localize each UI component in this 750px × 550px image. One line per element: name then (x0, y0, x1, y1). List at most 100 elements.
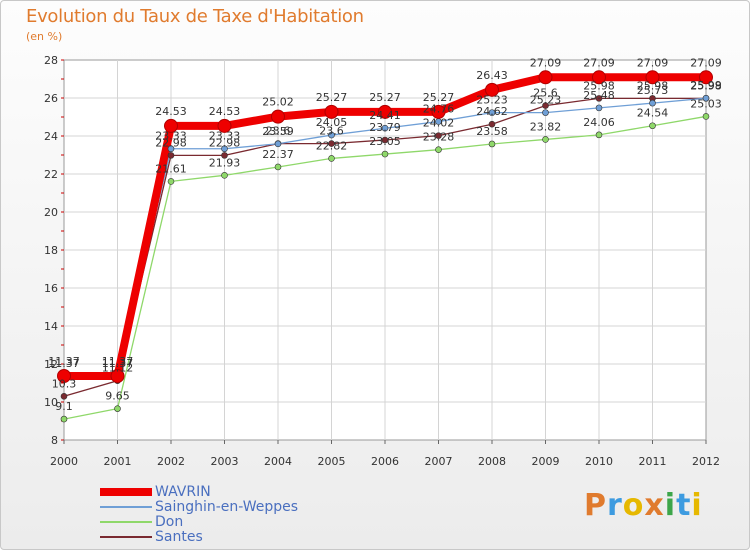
data-label: 27.09 (637, 56, 669, 69)
data-label: 25.98 (690, 79, 722, 92)
legend-label: Santes (155, 529, 203, 545)
x-tick-label: 2007 (425, 455, 453, 468)
data-label: 24.06 (583, 116, 615, 129)
x-tick-label: 2011 (639, 455, 667, 468)
data-label: 24.53 (155, 105, 187, 118)
data-point (324, 104, 339, 119)
x-tick-label: 2006 (371, 455, 399, 468)
data-label: 11.37 (48, 357, 80, 370)
data-point (542, 102, 549, 109)
data-label: 10.3 (52, 377, 77, 390)
data-point (381, 150, 389, 158)
y-axis-unit: (en %) (26, 30, 63, 43)
legend-label: WAVRIN (155, 484, 211, 500)
y-tick-label: 8 (51, 434, 58, 447)
data-label: 23.58 (476, 125, 508, 138)
data-label: 25.98 (583, 79, 615, 92)
data-label: 24.54 (637, 107, 669, 120)
data-point (381, 124, 389, 132)
data-point (645, 70, 660, 85)
x-tick-label: 2001 (104, 455, 132, 468)
x-tick-label: 2003 (211, 455, 239, 468)
legend-label: Sainghin-en-Weppes (155, 499, 299, 515)
data-label: 24.02 (423, 117, 455, 130)
data-point (485, 82, 499, 97)
data-point (435, 132, 442, 139)
data-point (435, 146, 442, 153)
data-label: 22.98 (209, 136, 241, 149)
x-tick-label: 2008 (478, 455, 506, 468)
data-label: 23.05 (369, 135, 401, 148)
data-point (328, 155, 335, 162)
data-point (538, 70, 553, 85)
data-label: 11.12 (102, 362, 134, 375)
legend-swatch (100, 521, 152, 523)
data-label: 27.09 (583, 56, 615, 69)
data-point (328, 131, 335, 139)
data-point (488, 120, 496, 128)
data-label: 25.27 (369, 91, 401, 104)
data-label: 25.73 (637, 84, 669, 97)
data-label: 24.53 (209, 105, 241, 118)
x-tick-label: 2002 (157, 455, 185, 468)
data-point (217, 118, 232, 133)
data-point (595, 131, 603, 139)
data-point (595, 95, 603, 102)
data-label: 25.02 (262, 96, 294, 109)
y-tick-label: 22 (44, 168, 58, 181)
data-label: 25.03 (690, 97, 722, 110)
legend-swatch (100, 536, 152, 538)
y-tick-label: 16 (44, 282, 58, 295)
data-label: 22.37 (262, 148, 294, 161)
data-point (221, 172, 228, 179)
data-label: 25.27 (316, 91, 348, 104)
data-label: 23.6 (319, 125, 344, 138)
data-point (274, 140, 282, 148)
data-label: 22.98 (155, 136, 187, 149)
data-label: 27.09 (530, 56, 562, 69)
data-point (381, 136, 389, 144)
y-tick-label: 20 (44, 206, 58, 219)
data-label: 23.33 (209, 130, 241, 143)
data-point (167, 145, 175, 153)
data-point (702, 113, 710, 120)
data-label: 11.37 (102, 355, 134, 368)
chart-title: Evolution du Taux de Taxe d'Habitation (26, 6, 364, 27)
data-point (274, 163, 282, 171)
x-tick-label: 2009 (532, 455, 560, 468)
y-tick-label: 18 (44, 244, 58, 257)
data-label: 23.28 (423, 131, 455, 144)
data-point (164, 118, 178, 133)
data-point (114, 405, 121, 412)
data-point (649, 122, 656, 130)
y-tick-label: 26 (44, 92, 58, 105)
data-point (488, 109, 496, 116)
x-tick-label: 2004 (264, 455, 292, 468)
data-point (271, 109, 285, 124)
data-label: 25.98 (637, 79, 669, 92)
data-point (699, 70, 713, 85)
data-label: 11.37 (48, 355, 80, 368)
proxiti-logo: Proxiti (584, 488, 703, 523)
data-label: 24.41 (369, 109, 401, 122)
data-point (649, 99, 656, 107)
legend-swatch (100, 506, 152, 508)
data-point (488, 140, 496, 148)
y-tick-label: 24 (44, 130, 58, 143)
x-tick-label: 2000 (50, 455, 78, 468)
data-label: 25.27 (423, 91, 455, 104)
data-label: 25.99 (690, 79, 722, 92)
data-point (221, 152, 228, 159)
x-tick-label: 2005 (318, 455, 346, 468)
data-label: 23.6 (266, 125, 291, 138)
data-label: 24.76 (423, 103, 455, 116)
data-label: 23.59 (262, 125, 294, 138)
data-point (542, 109, 549, 116)
data-point (592, 70, 606, 85)
legend-label: Don (155, 514, 184, 530)
data-label: 23.79 (369, 121, 401, 134)
y-tick-label: 12 (44, 358, 58, 371)
x-tick-label: 2012 (692, 455, 720, 468)
x-tick-label: 2010 (585, 455, 613, 468)
